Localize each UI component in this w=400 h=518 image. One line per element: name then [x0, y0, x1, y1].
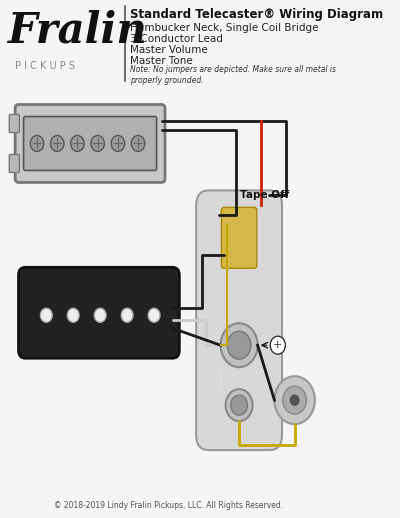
Text: Master Volume: Master Volume — [130, 45, 208, 54]
Text: © 2018-2019 Lindy Fralin Pickups, LLC. All Rights Reserved.: © 2018-2019 Lindy Fralin Pickups, LLC. A… — [54, 501, 283, 510]
FancyBboxPatch shape — [18, 267, 179, 358]
Circle shape — [231, 395, 248, 415]
Circle shape — [67, 308, 79, 322]
FancyBboxPatch shape — [24, 117, 156, 170]
FancyBboxPatch shape — [9, 154, 19, 172]
Circle shape — [283, 386, 306, 414]
FancyBboxPatch shape — [15, 105, 165, 182]
Circle shape — [30, 136, 44, 151]
Circle shape — [121, 308, 133, 322]
Circle shape — [226, 389, 252, 421]
Text: Standard Telecaster® Wiring Diagram: Standard Telecaster® Wiring Diagram — [130, 8, 384, 21]
Circle shape — [220, 323, 258, 367]
Text: 3-Conductor Lead: 3-Conductor Lead — [130, 34, 223, 44]
Circle shape — [148, 308, 160, 322]
Text: Note: No jumpers are depicted. Make sure all metal is
properly grounded.: Note: No jumpers are depicted. Make sure… — [130, 65, 336, 84]
FancyBboxPatch shape — [222, 207, 257, 268]
Circle shape — [274, 376, 315, 424]
Circle shape — [227, 331, 251, 359]
Circle shape — [290, 395, 299, 405]
Circle shape — [131, 136, 145, 151]
Circle shape — [40, 308, 52, 322]
FancyBboxPatch shape — [196, 191, 282, 450]
Text: Fralin: Fralin — [8, 10, 148, 52]
Circle shape — [111, 136, 124, 151]
Circle shape — [71, 136, 84, 151]
Text: P I C K U P S: P I C K U P S — [15, 61, 75, 70]
Circle shape — [91, 136, 104, 151]
Text: Humbucker Neck, Single Coil Bridge: Humbucker Neck, Single Coil Bridge — [130, 23, 319, 33]
Circle shape — [94, 308, 106, 322]
Circle shape — [50, 136, 64, 151]
Text: Master Tone: Master Tone — [130, 55, 193, 66]
Circle shape — [270, 336, 285, 354]
Text: +: + — [273, 340, 282, 350]
FancyBboxPatch shape — [9, 114, 19, 133]
Text: Tape Off: Tape Off — [240, 191, 289, 200]
